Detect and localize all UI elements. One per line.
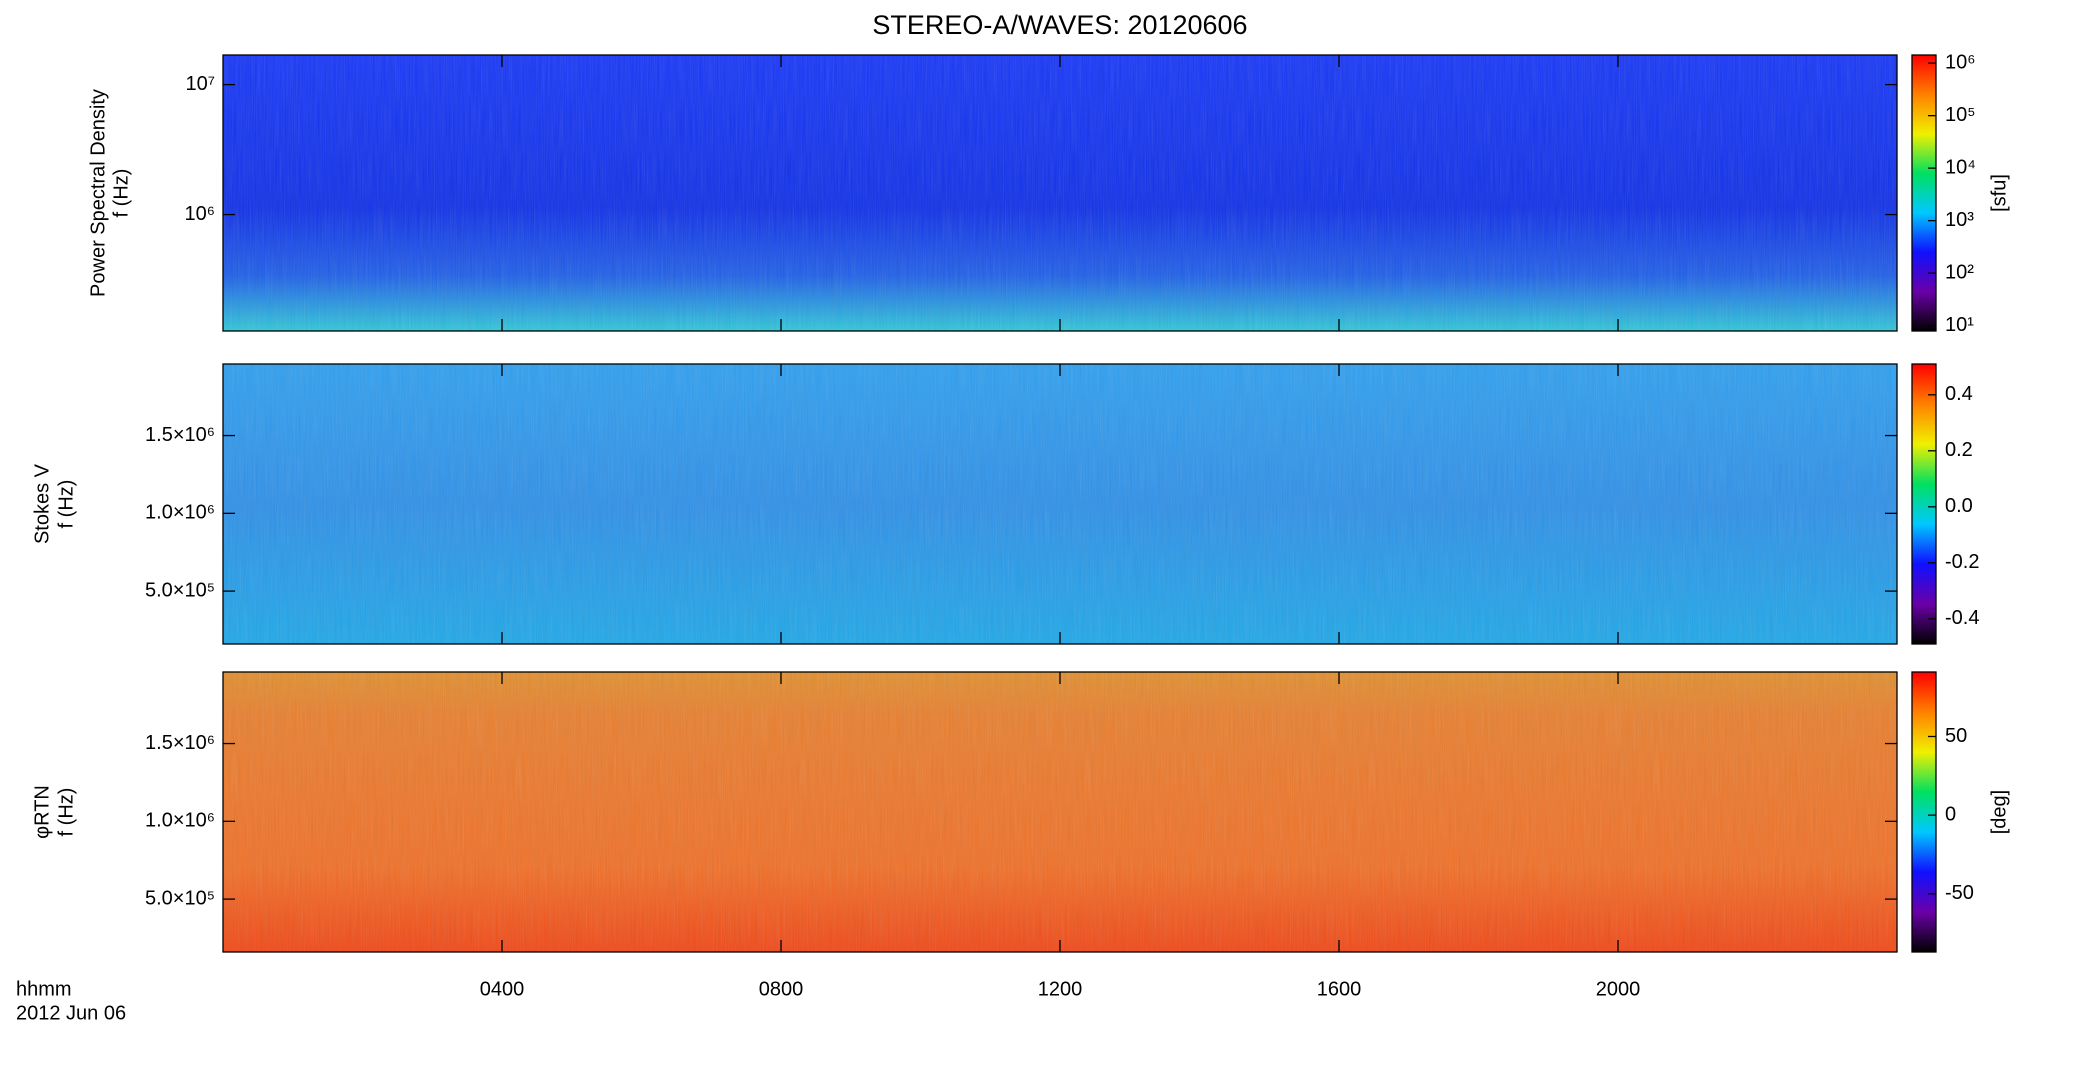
x-tick-label: 0400: [480, 978, 525, 1000]
colorbar-tick-label: 50: [1945, 725, 1967, 747]
colorbar-tick-label: 10³: [1945, 209, 1974, 231]
y-tick-label: 1.0×10⁶: [145, 502, 215, 524]
y-tick-label: 1.0×10⁶: [145, 810, 215, 832]
y-tick-label: 10⁷: [186, 73, 215, 95]
colorbar-tick-label: -0.2: [1945, 551, 1979, 573]
y-axis-label: φRTN: [31, 785, 53, 839]
spectrogram-texture: [223, 672, 1897, 952]
colorbar-label: [sfu]: [1988, 174, 2010, 212]
y-tick-label: 10⁶: [185, 203, 215, 225]
date-label: 2012 Jun 06: [16, 1002, 126, 1024]
colorbar-tick-label: 10¹: [1945, 314, 1974, 336]
y-tick-label: 5.0×10⁵: [145, 579, 215, 601]
y-tick-label: 5.0×10⁵: [145, 887, 215, 909]
colorbar: [1911, 54, 1937, 332]
colorbar-tick-label: 10⁴: [1945, 156, 1976, 178]
x-tick-label: 0800: [759, 978, 804, 1000]
x-tick-label: 1200: [1038, 978, 1083, 1000]
colorbar-tick-label: -0.4: [1945, 607, 1979, 629]
y-tick-label: 1.5×10⁶: [145, 732, 215, 754]
y-axis-label: f (Hz): [110, 169, 132, 218]
y-axis-label: Power Spectral Density: [87, 89, 109, 297]
x-axis-label: hhmm: [16, 978, 72, 1000]
x-tick-label: 2000: [1596, 978, 1641, 1000]
colorbar-label: [deg]: [1988, 790, 2010, 834]
colorbar: [1911, 363, 1937, 645]
colorbar-tick-label: 0.4: [1945, 383, 1973, 405]
y-axis-label: f (Hz): [55, 480, 77, 529]
y-axis-label: Stokes V: [31, 463, 53, 544]
colorbar-tick-label: 10²: [1945, 261, 1974, 283]
colorbar-tick-label: 10⁶: [1945, 51, 1975, 73]
figure-title: STEREO-A/WAVES: 20120606: [872, 10, 1247, 40]
colorbar-tick-label: -50: [1945, 882, 1974, 904]
colorbar: [1911, 671, 1937, 953]
colorbar-tick-label: 10⁵: [1945, 104, 1976, 126]
y-axis-label: f (Hz): [55, 788, 77, 837]
y-tick-label: 1.5×10⁶: [145, 424, 215, 446]
spectrogram-texture: [223, 364, 1897, 644]
spectrogram-texture: [223, 55, 1897, 331]
colorbar-tick-label: 0.0: [1945, 495, 1973, 517]
colorbar-tick-label: 0.2: [1945, 439, 1973, 461]
colorbar-tick-label: 0: [1945, 803, 1956, 825]
x-tick-label: 1600: [1317, 978, 1362, 1000]
